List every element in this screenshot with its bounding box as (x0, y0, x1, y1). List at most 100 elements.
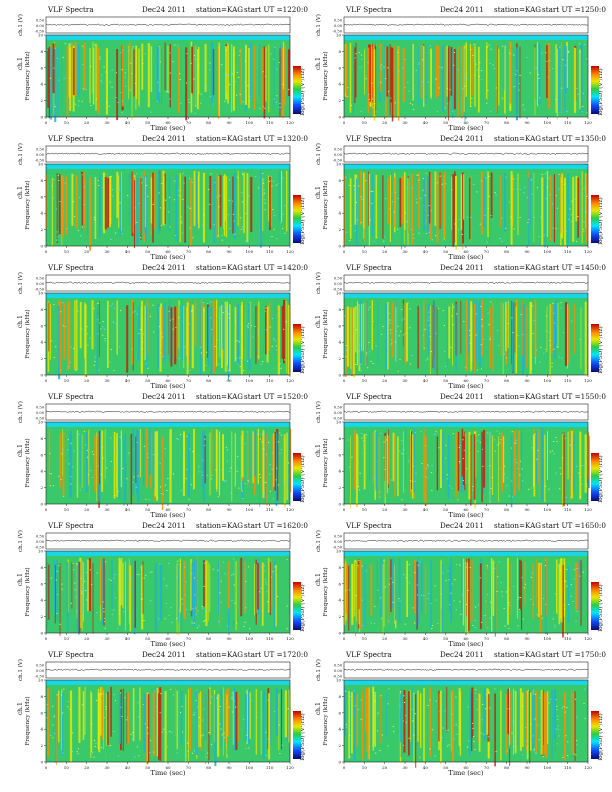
spectrogram-speckle (401, 319, 403, 321)
spectrogram-speckle (366, 434, 368, 436)
spectrogram-speckle (360, 111, 362, 112)
spectrogram-streak (505, 301, 507, 352)
spectrogram-speckle (279, 363, 281, 364)
spectrogram-speckle (78, 105, 80, 107)
spectrogram-speckle (357, 709, 359, 710)
spectrogram-speckle (60, 311, 62, 313)
spectrogram-speckle (163, 578, 165, 580)
spectrogram-streak (184, 176, 186, 243)
spectrogram-speckle (534, 718, 536, 720)
spectrogram-streak (183, 560, 186, 620)
y-tick-label: 2 (40, 227, 43, 232)
spectrogram-streak (272, 434, 273, 491)
spectrogram-speckle (373, 240, 375, 242)
spectrogram-streak (427, 304, 430, 355)
x-tick-label: 80 (206, 636, 212, 641)
spectrogram-streak (512, 176, 514, 227)
spectrogram-speckle (280, 222, 282, 224)
spectrogram-speckle (513, 54, 515, 56)
spectrogram-streak (158, 170, 160, 234)
spectrogram-speckle (268, 181, 270, 182)
spectrogram-speckle (424, 194, 426, 196)
spectrogram-speckle (103, 66, 105, 68)
spectrogram-speckle (439, 175, 441, 177)
spectrogram-speckle (174, 180, 176, 182)
spectrogram-streak (532, 694, 535, 750)
spectrogram-streak (139, 687, 141, 741)
spectrogram-speckle (579, 496, 581, 497)
spectrogram-speckle (497, 330, 499, 331)
spectrogram-speckle (453, 52, 456, 53)
spectrogram-speckle (408, 90, 410, 92)
spectrogram-speckle (498, 433, 501, 434)
spectrogram-speckle (239, 366, 241, 367)
spectrogram-speckle (470, 106, 472, 107)
spectrogram-streak (119, 176, 121, 237)
spectrogram-streak (273, 433, 275, 487)
y-tick-label: 2 (338, 614, 341, 619)
spectrogram-speckle (480, 70, 483, 71)
spectrogram-speckle (381, 734, 383, 736)
x-tick-label: 10 (64, 378, 70, 383)
spectrogram-streak (551, 689, 553, 760)
spectrogram-streak (146, 306, 148, 369)
spectrogram-speckle (223, 480, 225, 482)
spectrogram-speckle (486, 102, 488, 104)
spectrogram-top-band (344, 164, 588, 169)
spectrogram-speckle (346, 96, 348, 97)
spectrogram-streak (156, 688, 158, 757)
x-tick-label: 60 (165, 120, 171, 125)
x-tick-label: 80 (504, 378, 510, 383)
spectrogram-speckle (411, 355, 413, 356)
y-tick-label: 6 (338, 452, 341, 457)
spectrogram-speckle (403, 449, 405, 450)
panel-start-ut: start UT =1620:0 (244, 521, 308, 530)
spectrogram-streak (227, 561, 230, 609)
spectrogram-speckle (262, 172, 264, 174)
spectrogram-speckle (534, 357, 536, 359)
spectrogram-speckle (431, 729, 433, 731)
spectrogram-speckle (77, 748, 80, 750)
waveform-line (343, 410, 589, 413)
spectrogram-speckle (235, 352, 237, 354)
spectrogram-streak (254, 563, 255, 616)
spectrogram-speckle (369, 219, 371, 221)
waveform-frame (45, 661, 291, 679)
spectrogram-streak (397, 49, 399, 118)
spectrogram-streak (79, 302, 82, 349)
y-tick-label: 4 (338, 598, 341, 603)
spectrogram-speckle (183, 454, 185, 456)
spectrogram-speckle (418, 179, 420, 181)
spectrogram-streak (465, 561, 467, 636)
spectrogram-speckle (360, 699, 363, 701)
spectrogram-speckle (586, 485, 588, 487)
spectrogram-streak (113, 431, 116, 499)
spectrogram-streak (461, 428, 464, 477)
x-tick-label: 30 (104, 507, 110, 512)
x-tick-label: 0 (45, 249, 48, 254)
spectrogram-streak (364, 171, 366, 243)
spectrogram-streak (356, 178, 358, 246)
spectrogram-speckle (391, 342, 393, 344)
spectrogram-speckle (122, 468, 124, 469)
spectrogram-speckle (560, 570, 562, 572)
spectrogram-streak (224, 174, 226, 222)
spectrogram-speckle (515, 442, 517, 444)
spectrogram-speckle (348, 589, 350, 591)
waveform-tick-label: 0.00 (36, 153, 45, 157)
spectrogram-speckle (428, 593, 430, 595)
spectrogram-speckle (529, 342, 531, 344)
spectrogram-streak (452, 303, 453, 366)
spectrogram-speckle (345, 690, 347, 692)
spectrogram-speckle (81, 100, 83, 102)
spectrogram-streak (553, 689, 556, 740)
spectrogram-streak (355, 42, 357, 98)
spectrogram-speckle (437, 308, 439, 310)
spectrogram-speckle (177, 560, 179, 562)
x-tick-label: 110 (266, 120, 274, 125)
spectrogram-streak (197, 49, 199, 110)
spectrogram-speckle (273, 58, 275, 60)
spectrogram-speckle (451, 315, 453, 317)
spectrogram-streak (116, 171, 119, 218)
spectrogram-speckle (582, 93, 584, 94)
